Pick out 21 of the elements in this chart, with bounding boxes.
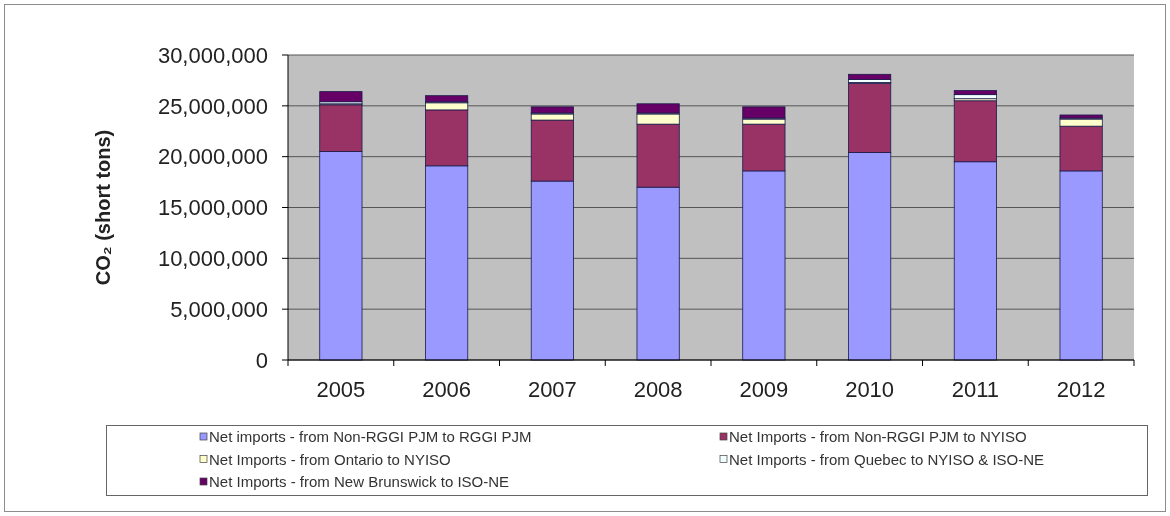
legend-label: Net Imports - from Non-RGGI PJM to NYISO [729, 428, 1027, 446]
y-tick-label: 20,000,000 [157, 144, 268, 170]
y-tick-label: 10,000,000 [157, 246, 268, 272]
y-tick-label: 15,000,000 [157, 195, 268, 221]
y-tick-label: 25,000,000 [157, 93, 268, 119]
legend-label: Net Imports - from Quebec to NYISO & ISO-NE [729, 450, 1045, 468]
legend-label: Net Imports - from Ontario to NYISO [209, 450, 451, 468]
x-tick-label: 2008 [633, 377, 683, 402]
y-axis-title: CO₂ (short tons) [92, 129, 114, 286]
x-tick-label: 2005 [316, 377, 366, 402]
y-tick-label: 5,000,000 [170, 296, 268, 322]
x-tick-label: 2006 [422, 377, 472, 402]
legend-label: Net imports - from Non-RGGI PJM to RGGI PJM [209, 428, 532, 446]
x-tick-label: 2009 [739, 377, 789, 402]
y-tick-label: 0 [255, 347, 268, 373]
legend-label: Net Imports - from New Brunswick to ISO-NE [209, 473, 510, 491]
x-tick-label: 2010 [845, 377, 895, 402]
y-tick-label: 30,000,000 [157, 42, 268, 68]
x-tick-label: 2012 [1056, 377, 1106, 402]
x-tick-label: 2007 [527, 377, 577, 402]
x-tick-label: 2011 [951, 377, 1000, 402]
